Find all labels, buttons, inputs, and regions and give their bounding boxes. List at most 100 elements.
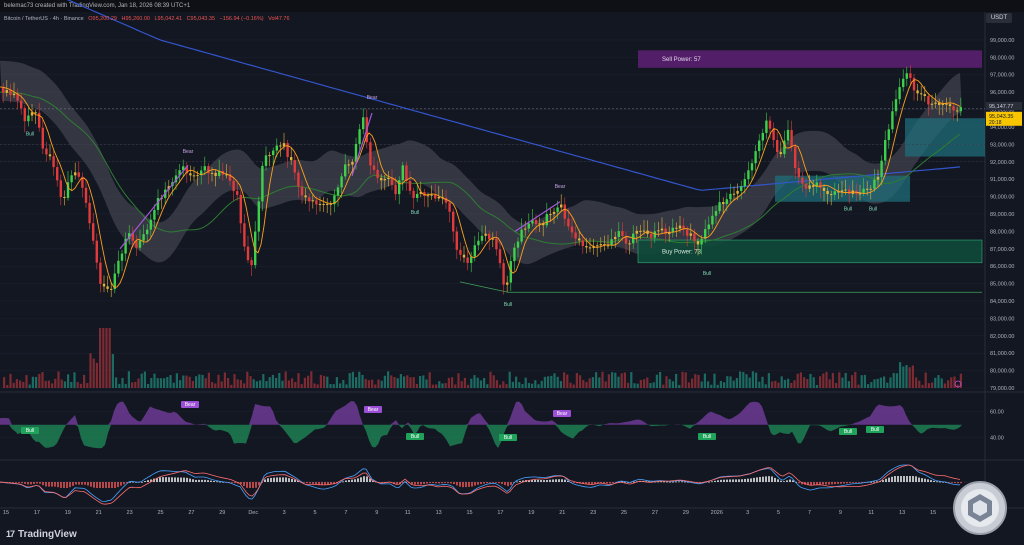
x-tick-label: Dec [248, 510, 259, 516]
candle-body [92, 223, 95, 241]
osc-tick-label: 60.00 [990, 410, 1004, 416]
candle-body [387, 177, 390, 179]
price-tick-label: 88,000.00 [990, 229, 1014, 235]
candle-body [117, 260, 120, 274]
volume-bar [118, 383, 121, 388]
macd-line [0, 464, 961, 502]
volume-bar [201, 374, 204, 388]
macd-histogram-bar [9, 482, 11, 483]
volume-bar [313, 383, 316, 388]
macd-histogram-bar [81, 482, 83, 485]
macd-histogram-bar [216, 481, 218, 483]
volume-bar [79, 383, 82, 388]
volume-bar [707, 381, 710, 388]
macd-histogram-bar [504, 482, 506, 486]
macd-histogram-bar [501, 482, 503, 485]
macd-histogram-bar [744, 478, 746, 482]
bear-signal-label: Bear [555, 184, 566, 190]
macd-histogram-bar [894, 476, 896, 482]
volume-bar [281, 380, 284, 388]
macd-histogram-bar [780, 480, 782, 482]
candle-body [642, 230, 646, 232]
osc-bull-label: Bull [26, 428, 34, 434]
volume-bar [463, 377, 466, 388]
candle-body [790, 129, 793, 147]
symbol-name[interactable]: Bitcoin / TetherUS · 4h · Binance [4, 16, 84, 22]
candle-body [884, 140, 887, 161]
volume-bar [489, 371, 492, 388]
volume-bar [467, 384, 470, 388]
candle-body [20, 100, 23, 109]
candle-body [225, 174, 228, 176]
volume-bar [873, 379, 876, 388]
macd-histogram-bar [735, 479, 737, 482]
ema-long-line [66, 0, 961, 191]
candle-body [736, 190, 739, 194]
macd-histogram-bar [561, 479, 563, 482]
candle-body [102, 283, 106, 287]
macd-histogram-bar [753, 477, 755, 482]
volume-bar [761, 376, 764, 388]
price-tick-label: 85,000.00 [990, 282, 1014, 288]
volume-bar [447, 377, 450, 388]
volume-bar [191, 380, 194, 388]
ema-mid-line [0, 91, 961, 245]
volume-bar [9, 373, 12, 388]
candle-body [941, 103, 944, 105]
volume-bar [630, 372, 633, 388]
volume-bar [591, 377, 594, 388]
macd-histogram-bar [330, 482, 332, 485]
candle-body [282, 143, 286, 147]
price-tick-label: 81,000.00 [990, 351, 1014, 357]
macd-histogram-bar [39, 482, 41, 484]
volume-bar [25, 375, 28, 388]
bull-signal-label: Bull [869, 206, 877, 212]
price-tick-label: 80,000.00 [990, 369, 1014, 375]
candle-body [786, 129, 790, 141]
volume-bar [796, 373, 799, 388]
volume-bar [102, 328, 105, 388]
tradingview-logo[interactable]: 17 TradingView [6, 527, 77, 541]
osc-bear-badge [181, 401, 199, 408]
candle-body [556, 207, 559, 212]
candle-body [776, 140, 779, 153]
volume-bar [783, 379, 786, 388]
macd-histogram-bar [903, 476, 905, 482]
candle-body [326, 203, 329, 205]
candle-body [765, 120, 768, 133]
macd-histogram-bar [342, 481, 344, 483]
macd-histogram-bar [456, 482, 458, 486]
volume-bar [435, 384, 438, 388]
macd-histogram-bar [933, 480, 935, 482]
candle-body [95, 240, 98, 263]
candle-body [639, 230, 642, 232]
candle-body [297, 172, 300, 187]
price-tick-label: 95,000.00 [990, 108, 1014, 114]
macd-histogram-bar [540, 479, 542, 482]
volume-bar [646, 377, 649, 388]
currency-badge[interactable]: USDT [986, 13, 1012, 23]
macd-histogram-bar [678, 481, 680, 483]
candle-body [376, 169, 379, 178]
candle-body [52, 156, 55, 168]
macd-histogram-bar [717, 480, 719, 482]
volume-bar [441, 383, 444, 388]
macd-histogram-bar [621, 481, 623, 483]
volume-bar [521, 384, 524, 388]
candle-body [509, 261, 512, 283]
candle-body [520, 229, 523, 242]
macd-histogram-bar [291, 478, 293, 482]
osc-bear-label: Bear [368, 407, 379, 413]
volume-bar [431, 384, 434, 388]
symbol-legend[interactable]: Bitcoin / TetherUS · 4h · Binance O95,20… [4, 14, 290, 24]
volume-bar [297, 373, 300, 388]
macd-histogram-bar [303, 482, 305, 483]
volume-bar [348, 373, 351, 388]
candle-body [408, 180, 412, 191]
volume-bar [735, 378, 738, 388]
candle-body [754, 151, 757, 164]
macd-histogram-bar [921, 478, 923, 482]
ohlc-high: H95,260.00 [121, 16, 150, 22]
volume-bar [303, 377, 306, 388]
